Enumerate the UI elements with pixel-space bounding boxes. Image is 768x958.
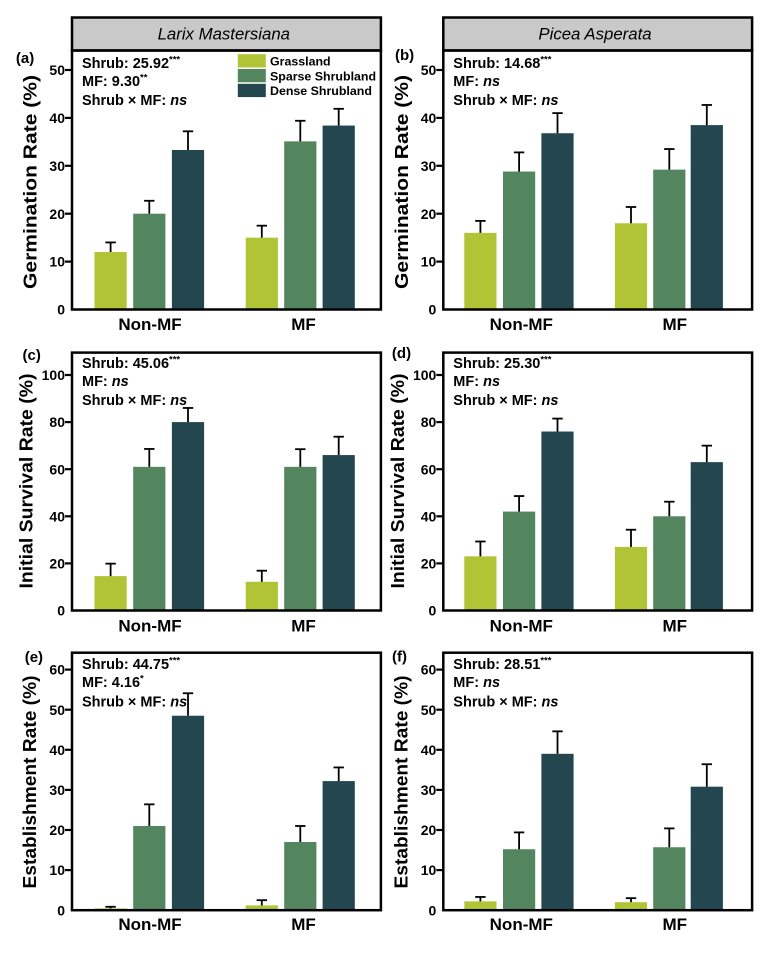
svg-text:(f): (f)	[392, 649, 407, 666]
svg-text:30: 30	[421, 782, 437, 798]
svg-text:30: 30	[49, 782, 65, 798]
svg-text:Picea Asperata: Picea Asperata	[538, 25, 651, 44]
svg-text:MF: ns: MF: ns	[453, 374, 500, 390]
svg-text:Shrub × MF: ns: Shrub × MF: ns	[82, 694, 187, 710]
svg-text:MF: ns: MF: ns	[453, 675, 500, 691]
svg-text:Establishment Rate (%): Establishment Rate (%)	[391, 676, 411, 889]
svg-text:(a): (a)	[16, 50, 34, 67]
svg-text:Germination Rate (%): Germination Rate (%)	[392, 75, 412, 289]
svg-text:Germination Rate (%): Germination Rate (%)	[21, 75, 41, 289]
svg-text:Shrub × MF: ns: Shrub × MF: ns	[82, 393, 187, 409]
svg-text:MF: MF	[663, 315, 688, 334]
svg-text:MF: ns: MF: ns	[453, 74, 500, 90]
svg-text:50: 50	[49, 702, 65, 718]
svg-text:(c): (c)	[23, 347, 41, 364]
svg-text:MF: MF	[291, 915, 316, 934]
svg-text:MF: MF	[291, 315, 316, 334]
svg-text:Establishment Rate (%): Establishment Rate (%)	[20, 676, 40, 889]
svg-text:60: 60	[421, 461, 437, 477]
svg-text:100: 100	[413, 367, 437, 383]
svg-text:Dense Shrubland: Dense Shrubland	[270, 84, 372, 98]
svg-text:Non-MF: Non-MF	[490, 617, 553, 636]
svg-text:Shrub: 28.51***: Shrub: 28.51***	[453, 656, 551, 674]
svg-text:MF: 4.16*: MF: 4.16*	[82, 674, 144, 692]
svg-text:20: 20	[421, 556, 437, 572]
svg-text:(e): (e)	[25, 649, 43, 666]
svg-text:Shrub: 44.75***: Shrub: 44.75***	[82, 656, 180, 674]
svg-text:Non-MF: Non-MF	[118, 915, 181, 934]
svg-text:40: 40	[421, 508, 437, 524]
svg-text:Non-MF: Non-MF	[490, 915, 553, 934]
svg-text:0: 0	[57, 603, 65, 619]
svg-text:Sparse Shrubland: Sparse Shrubland	[270, 69, 376, 83]
svg-text:Shrub: 14.68***: Shrub: 14.68***	[453, 54, 551, 72]
svg-text:10: 10	[49, 254, 65, 270]
svg-text:80: 80	[49, 414, 65, 430]
svg-text:Grassland: Grassland	[270, 55, 331, 69]
svg-text:80: 80	[421, 414, 437, 430]
svg-text:40: 40	[49, 508, 65, 524]
svg-text:20: 20	[421, 822, 437, 838]
svg-text:20: 20	[49, 556, 65, 572]
svg-text:30: 30	[421, 158, 437, 174]
svg-text:Larix Mastersiana: Larix Mastersiana	[158, 25, 290, 44]
svg-text:10: 10	[421, 862, 437, 878]
svg-text:10: 10	[49, 862, 65, 878]
svg-text:Shrub: 25.30***: Shrub: 25.30***	[453, 355, 551, 373]
svg-text:Shrub × MF: ns: Shrub × MF: ns	[453, 694, 558, 710]
svg-text:0: 0	[57, 302, 65, 318]
svg-text:0: 0	[429, 902, 437, 918]
svg-text:MF: ns: MF: ns	[82, 374, 129, 390]
svg-text:0: 0	[429, 603, 437, 619]
svg-text:Shrub: 25.92***: Shrub: 25.92***	[82, 54, 180, 72]
svg-text:60: 60	[49, 461, 65, 477]
svg-text:Non-MF: Non-MF	[118, 617, 181, 636]
svg-text:Initial Survival Rate (%): Initial Survival Rate (%)	[17, 374, 37, 589]
svg-text:Shrub: 45.06***: Shrub: 45.06***	[82, 355, 180, 373]
svg-text:20: 20	[49, 822, 65, 838]
svg-text:40: 40	[421, 110, 437, 126]
svg-text:Non-MF: Non-MF	[118, 315, 181, 334]
svg-text:100: 100	[42, 367, 66, 383]
svg-text:MF: MF	[663, 617, 688, 636]
svg-text:MF: MF	[663, 915, 688, 934]
svg-text:Shrub × MF: ns: Shrub × MF: ns	[453, 393, 558, 409]
svg-text:0: 0	[57, 902, 65, 918]
svg-text:50: 50	[49, 62, 65, 78]
svg-text:40: 40	[49, 110, 65, 126]
svg-text:Non-MF: Non-MF	[490, 315, 553, 334]
svg-text:0: 0	[429, 302, 437, 318]
svg-text:20: 20	[49, 206, 65, 222]
svg-text:30: 30	[49, 158, 65, 174]
svg-text:Initial Survival Rate (%): Initial Survival Rate (%)	[388, 374, 408, 589]
svg-text:Shrub × MF: ns: Shrub × MF: ns	[82, 93, 187, 109]
svg-text:MF: 9.30**: MF: 9.30**	[82, 73, 148, 91]
svg-text:MF: MF	[291, 617, 316, 636]
svg-text:Shrub × MF: ns: Shrub × MF: ns	[453, 93, 558, 109]
svg-text:50: 50	[421, 702, 437, 718]
svg-text:40: 40	[421, 742, 437, 758]
svg-text:(d): (d)	[392, 345, 411, 362]
svg-text:60: 60	[49, 662, 65, 678]
svg-text:60: 60	[421, 662, 437, 678]
svg-text:40: 40	[49, 742, 65, 758]
svg-text:(b): (b)	[395, 47, 414, 64]
svg-text:50: 50	[421, 62, 437, 78]
svg-text:20: 20	[421, 206, 437, 222]
svg-text:10: 10	[421, 254, 437, 270]
